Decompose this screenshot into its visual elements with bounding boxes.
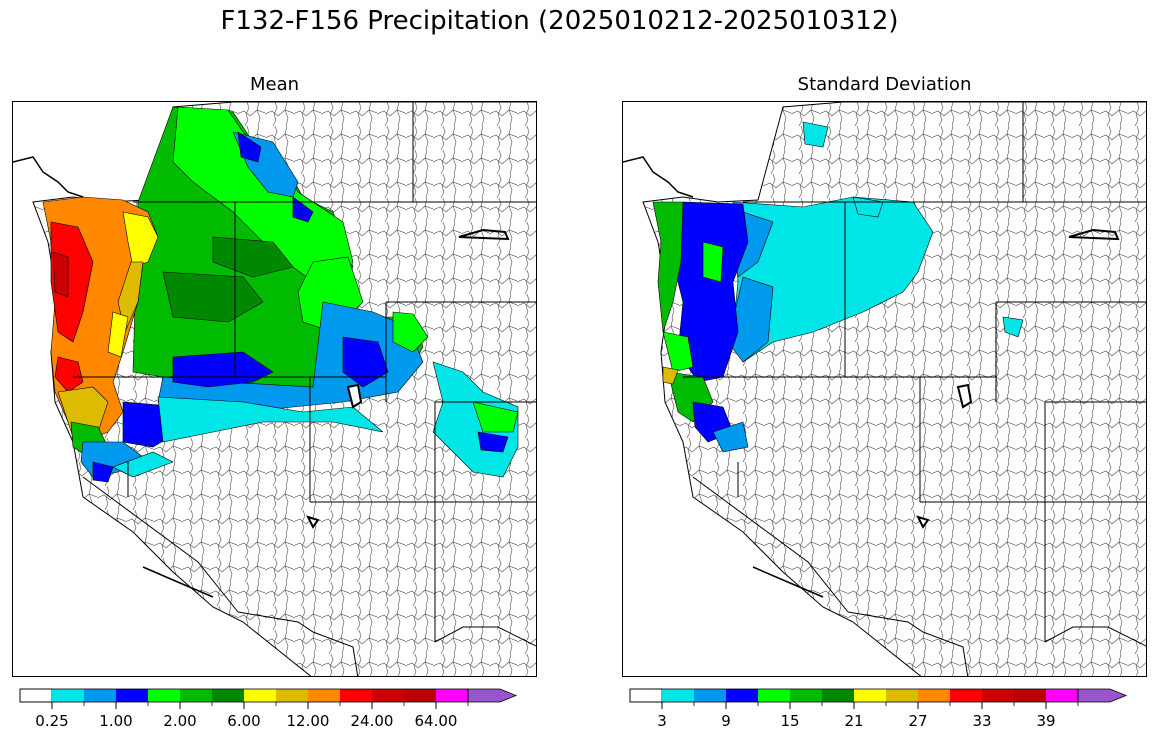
mean-colorbar-tick-label: 64.00: [415, 712, 458, 730]
mean-colorbar-segment: [212, 689, 244, 702]
stddev-land: [642, 102, 1146, 676]
mean-colorbar-segment: [19, 688, 53, 703]
mean-colorbar-segment: [308, 689, 340, 702]
stddev-colorbar-svg: 3 9 15 21 27 33 39: [629, 688, 1128, 730]
mean-colorbar-segment: [372, 689, 404, 702]
mean-coastline: [13, 156, 214, 598]
stddev-fields: [652, 121, 1024, 453]
mean-colorbar-tick-label: 2.00: [163, 712, 196, 730]
stddev-colorbar-segment: [790, 689, 822, 702]
mean-colorbar-tick-label: 24.00: [351, 712, 394, 730]
stddev-colorbar-segment: [694, 689, 726, 702]
mean-colorbar-segment: [84, 689, 116, 702]
stddev-colorbar-segment: [1014, 689, 1046, 702]
stddev-map: [622, 101, 1147, 677]
stddev-colorbar-segment: [629, 688, 663, 703]
mean-colorbar-segment: [180, 689, 212, 702]
figure-title: F132-F156 Precipitation (2025010212-2025…: [220, 6, 899, 36]
stddev-colorbar-extend-arrow: [1077, 688, 1128, 703]
stddev-colorbar-segment: [662, 689, 694, 702]
mean-colorbar-segment: [340, 689, 372, 702]
stddev-colorbar-segment: [918, 689, 950, 702]
mean-map-svg: [13, 102, 536, 676]
mean-colorbar-segment: [276, 689, 308, 702]
stddev-colorbar-tick-label: 21: [844, 712, 863, 730]
mean-colorbar-tick-label: 1.00: [99, 712, 132, 730]
mean-colorbar-tick-label: 6.00: [227, 712, 260, 730]
stddev-colorbar-tick-label: 39: [1036, 712, 1055, 730]
mean-colorbar-svg: 0.25 1.00 2.00 6.00 12.00 24.00 64.00: [19, 688, 518, 730]
stddev-colorbar-segment: [982, 689, 1014, 702]
mean-colorbar-extend-arrow: [467, 688, 518, 703]
stddev-colorbar-segment: [822, 689, 854, 702]
mean-colorbar-segment: [116, 689, 148, 702]
stddev-colorbar-tick-label: 27: [908, 712, 927, 730]
mean-colorbar-segment: [52, 689, 84, 702]
mean-colorbar: 0.25 1.00 2.00 6.00 12.00 24.00 64.00: [19, 688, 530, 739]
stddev-panel-title: Standard Deviation: [797, 74, 972, 95]
stddev-colorbar: 3 9 15 21 27 33 39: [629, 688, 1140, 739]
mean-colorbar-segment: [436, 689, 468, 702]
stddev-water-features: [916, 228, 1120, 529]
stddev-colorbar-segment: [726, 689, 758, 702]
stddev-map-svg: [623, 102, 1146, 676]
mean-water-features: [306, 228, 510, 529]
stddev-colorbar-tick-label: 15: [780, 712, 799, 730]
mean-colorbar-tick-label: 0.25: [35, 712, 68, 730]
mean-panel-title: Mean: [249, 74, 300, 95]
mean-map: [12, 101, 537, 677]
mean-colorbar-segment: [404, 689, 436, 702]
mean-colorbar-segment: [244, 689, 276, 702]
stddev-colorbar-segment: [758, 689, 790, 702]
stddev-colorbar-tick-label: 3: [657, 712, 667, 730]
stddev-colorbar-segment: [854, 689, 886, 702]
stddev-colorbar-segment: [950, 689, 982, 702]
stddev-boundaries: [683, 102, 1146, 676]
stddev-colorbar-tick-label: 9: [721, 712, 731, 730]
mean-colorbar-tick-label: 12.00: [287, 712, 330, 730]
stddev-colorbar-segment: [1046, 689, 1078, 702]
stddev-coastline: [623, 156, 824, 598]
stddev-colorbar-tick-label: 33: [972, 712, 991, 730]
mean-boundaries: [73, 102, 536, 676]
stddev-colorbar-segment: [886, 689, 918, 702]
mean-colorbar-segment: [148, 689, 180, 702]
